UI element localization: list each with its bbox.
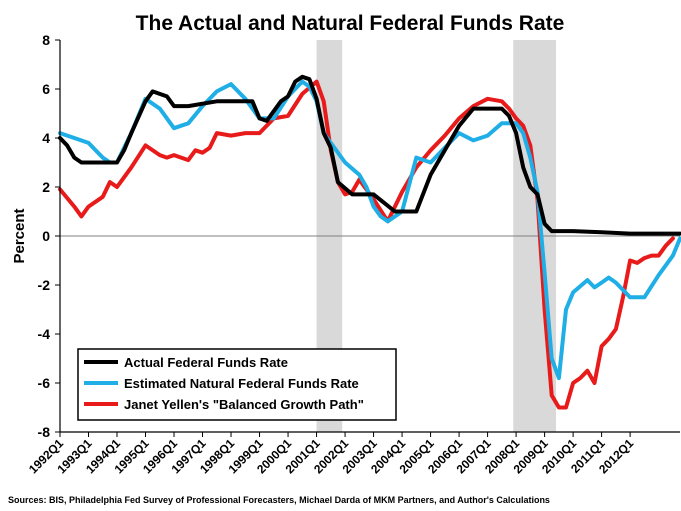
y-tick-label: -8 [38,424,51,440]
y-axis-label: Percent [11,208,28,263]
y-tick-label: 8 [42,32,50,48]
y-tick-label: -2 [38,277,51,293]
y-axis-ticks: -8 -6 -4 -2 0 2 4 6 8 [38,32,60,440]
x-axis-ticks: 1992Q11993Q11994Q11995Q11996Q11997Q11998… [26,432,636,476]
y-tick-label: -4 [38,326,51,342]
source-note: Sources: BIS, Philadelphia Fed Survey of… [8,495,550,505]
series-lines [58,74,681,410]
legend-label-3: Janet Yellen's "Balanced Growth Path" [124,397,364,412]
y-tick-label: 4 [42,130,50,146]
legend-label-1: Actual Federal Funds Rate [124,355,288,370]
series-line-2 [58,79,681,381]
axes [59,40,680,433]
legend-label-2: Estimated Natural Federal Funds Rate [124,376,359,391]
y-tick-label: 0 [42,228,50,244]
series-line-1 [58,74,681,236]
chart-title: The Actual and Natural Federal Funds Rat… [136,12,565,35]
legend: Actual Federal Funds Rate Estimated Natur… [77,348,397,421]
y-tick-label: 6 [42,81,50,97]
y-tick-label: 2 [42,179,50,195]
y-tick-label: -6 [38,375,51,391]
legend-box [77,348,397,421]
series-line-3 [58,79,675,410]
